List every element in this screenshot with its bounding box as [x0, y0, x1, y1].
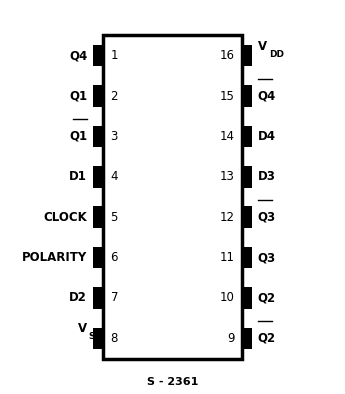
- Text: 4: 4: [110, 170, 118, 183]
- Text: Q4: Q4: [258, 89, 276, 102]
- Text: 8: 8: [110, 332, 118, 345]
- Text: 12: 12: [219, 211, 235, 224]
- Bar: [93, 166, 104, 188]
- Text: Q2: Q2: [258, 332, 276, 345]
- Bar: [241, 166, 252, 188]
- Bar: [104, 35, 242, 359]
- Text: Q4: Q4: [69, 49, 87, 62]
- Text: 9: 9: [227, 332, 235, 345]
- Text: 6: 6: [110, 251, 118, 264]
- Text: 11: 11: [219, 251, 235, 264]
- Bar: [241, 85, 252, 107]
- Text: SS: SS: [88, 333, 101, 341]
- Bar: [241, 126, 252, 147]
- Bar: [93, 206, 104, 228]
- Text: 13: 13: [220, 170, 235, 183]
- Text: 3: 3: [110, 130, 118, 143]
- Text: POLARITY: POLARITY: [22, 251, 87, 264]
- Text: D4: D4: [258, 130, 276, 143]
- Text: Q3: Q3: [258, 251, 276, 264]
- Text: DD: DD: [269, 50, 284, 59]
- Text: 2: 2: [110, 89, 118, 102]
- Text: 15: 15: [220, 89, 235, 102]
- Bar: [241, 247, 252, 268]
- Text: S - 2361: S - 2361: [147, 377, 198, 387]
- Bar: [93, 247, 104, 268]
- Bar: [241, 287, 252, 309]
- Bar: [241, 206, 252, 228]
- Text: V: V: [78, 322, 87, 335]
- Text: D1: D1: [69, 170, 87, 183]
- Text: Q2: Q2: [258, 292, 276, 305]
- Text: V: V: [258, 40, 267, 53]
- Text: 7: 7: [110, 292, 118, 305]
- Bar: [93, 287, 104, 309]
- Text: Q1: Q1: [69, 89, 87, 102]
- Text: 14: 14: [219, 130, 235, 143]
- Text: Q1: Q1: [69, 130, 87, 143]
- Text: 5: 5: [110, 211, 118, 224]
- Bar: [93, 85, 104, 107]
- Text: D3: D3: [258, 170, 276, 183]
- Text: CLOCK: CLOCK: [43, 211, 87, 224]
- Bar: [241, 327, 252, 349]
- Text: Q3: Q3: [258, 211, 276, 224]
- Bar: [93, 45, 104, 67]
- Bar: [93, 327, 104, 349]
- Text: D2: D2: [69, 292, 87, 305]
- Text: 1: 1: [110, 49, 118, 62]
- Text: 10: 10: [220, 292, 235, 305]
- Bar: [93, 126, 104, 147]
- Bar: [241, 45, 252, 67]
- Text: 16: 16: [219, 49, 235, 62]
